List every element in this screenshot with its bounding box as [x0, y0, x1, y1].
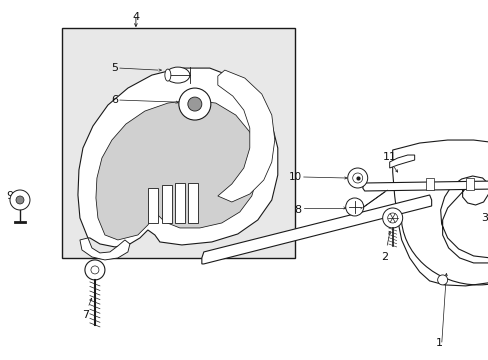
Text: 7: 7 [82, 310, 89, 320]
Polygon shape [78, 68, 277, 247]
Polygon shape [80, 238, 130, 260]
Circle shape [387, 213, 397, 223]
Text: 3: 3 [481, 213, 488, 223]
Text: 10: 10 [288, 172, 301, 182]
Bar [187, 183, 198, 223]
Circle shape [382, 208, 402, 228]
Text: 2: 2 [380, 252, 387, 262]
Circle shape [91, 266, 99, 274]
Circle shape [179, 88, 210, 120]
Circle shape [10, 190, 30, 210]
Circle shape [437, 275, 447, 285]
Bar [465, 178, 473, 190]
Circle shape [352, 173, 362, 183]
Bar [175, 183, 184, 223]
Text: 6: 6 [111, 95, 118, 105]
Text: 11: 11 [382, 152, 396, 162]
Text: 9: 9 [6, 191, 13, 201]
Polygon shape [389, 155, 414, 168]
Polygon shape [392, 140, 488, 286]
Text: 8: 8 [294, 205, 301, 215]
Polygon shape [96, 100, 257, 240]
Circle shape [347, 168, 367, 188]
Circle shape [16, 196, 24, 204]
Ellipse shape [164, 69, 170, 81]
Bar [425, 178, 433, 190]
Bar [162, 185, 171, 223]
Circle shape [187, 97, 202, 111]
Ellipse shape [165, 67, 189, 83]
Bar [147, 188, 158, 223]
Polygon shape [217, 70, 274, 202]
Circle shape [85, 260, 105, 280]
Polygon shape [202, 195, 431, 264]
Text: 1: 1 [435, 338, 442, 348]
Bar [62, 28, 294, 258]
Text: 5: 5 [111, 63, 118, 73]
Text: 4: 4 [132, 12, 139, 22]
Polygon shape [362, 180, 488, 191]
Circle shape [345, 198, 363, 216]
